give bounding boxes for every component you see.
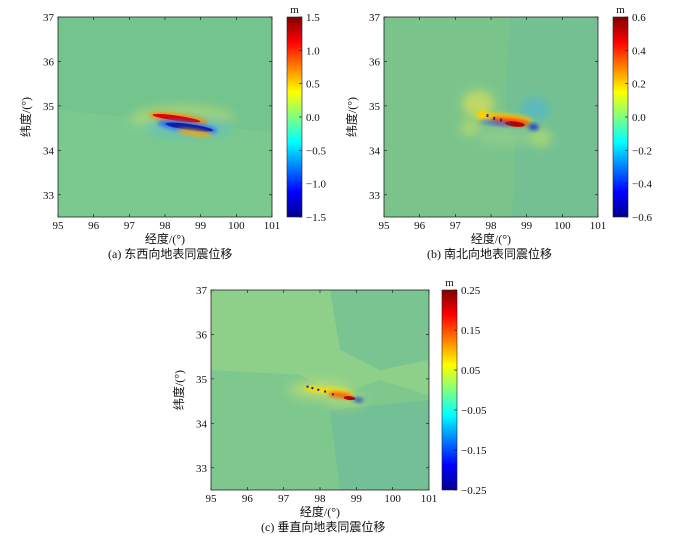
colorbar-tick-label: 0.2 <box>632 79 646 91</box>
panel-b-heatmap <box>384 17 598 217</box>
x-tick-label: 98 <box>160 220 172 232</box>
y-tick-label: 35 <box>43 101 55 113</box>
panel-c-colorbar: 0.25 0.15 0.05 −0.05 −0.15 −0.25 m <box>441 277 487 497</box>
x-tick-label: 100 <box>228 220 245 232</box>
colorbar-tick-label: −0.05 <box>461 405 487 417</box>
x-tick-label: 99 <box>521 220 533 232</box>
colorbar-tick-label: 0.0 <box>306 112 320 124</box>
y-axis-label: 纬度/(°) <box>344 97 359 137</box>
panel-c-heatmap <box>211 290 429 490</box>
colorbar-tick-label: 0.5 <box>306 79 320 91</box>
x-tick-label: 99 <box>351 493 363 505</box>
colorbar-tick-label: 0.4 <box>632 45 646 57</box>
x-tick-label: 101 <box>590 220 607 232</box>
x-tick-label: 100 <box>554 220 571 232</box>
x-tick-label: 98 <box>315 493 327 505</box>
panel-a-colorbar: 1.5 1.0 0.5 0.0 −0.5 −1.0 −1.5 m <box>286 4 326 224</box>
panel-a-caption: (a) 东西向地表同震位移 <box>108 247 233 261</box>
panel-b-axes: 95 96 97 98 99 100 101 33 34 35 36 37 经度/(°) 纬度/(°) <box>344 12 606 246</box>
x-tick-label: 99 <box>195 220 207 232</box>
panel-c-axes: 95 96 97 98 99 100 101 33 34 35 36 37 经度/(°) 纬度/(°) <box>171 285 437 519</box>
y-tick-label: 37 <box>369 12 381 24</box>
colorbar-tick-label: −1.0 <box>306 179 326 191</box>
y-tick-label: 33 <box>369 190 381 202</box>
colorbar-unit-label: m <box>290 4 299 16</box>
x-tick-label: 97 <box>278 493 290 505</box>
colorbar-tick-label: −0.6 <box>632 212 652 224</box>
y-tick-label: 37 <box>196 285 208 297</box>
x-tick-label: 100 <box>384 493 401 505</box>
y-tick-label: 34 <box>196 418 208 430</box>
panel-c-vertical: 95 96 97 98 99 100 101 33 34 35 36 37 经度/(°) 纬度/(°) 0… <box>171 277 487 519</box>
colorbar-tick-label: −0.25 <box>461 485 487 497</box>
colorbar-tick-label: 1.5 <box>306 12 320 24</box>
x-tick-label: 101 <box>264 220 281 232</box>
colorbar-unit-label: m <box>616 4 625 16</box>
colorbar-tick-label: 0.15 <box>461 325 481 337</box>
x-tick-label: 95 <box>379 220 391 232</box>
panel-b-colorbar: 0.6 0.4 0.2 0.0 −0.2 −0.4 −0.6 m <box>612 4 652 224</box>
x-axis-label: 经度/(°) <box>300 504 340 519</box>
colorbar-tick-label: 0.05 <box>461 365 481 377</box>
panel-b-north-south: 95 96 97 98 99 100 101 33 34 35 36 37 经度/(°) 纬度/(°) 0… <box>344 4 652 246</box>
colorbar-tick-label: −0.15 <box>461 445 487 457</box>
colorbar-tick-label: −1.5 <box>306 212 326 224</box>
y-tick-label: 33 <box>43 190 55 202</box>
colorbar-tick-label: −0.4 <box>632 179 652 191</box>
colorbar-tick-label: −0.5 <box>306 145 326 157</box>
y-tick-label: 37 <box>43 12 55 24</box>
x-tick-label: 96 <box>414 220 426 232</box>
x-tick-label: 98 <box>486 220 498 232</box>
x-tick-label: 96 <box>88 220 100 232</box>
colorbar-tick-label: 0.25 <box>461 285 481 297</box>
y-tick-label: 33 <box>196 463 208 475</box>
y-tick-label: 34 <box>43 145 55 157</box>
panel-c-caption: (c) 垂直向地表同震位移 <box>261 520 386 534</box>
x-tick-label: 96 <box>242 493 254 505</box>
x-tick-label: 97 <box>124 220 136 232</box>
y-tick-label: 36 <box>369 56 381 68</box>
panel-a-heatmap <box>58 17 272 217</box>
x-tick-label: 95 <box>206 493 218 505</box>
y-tick-label: 36 <box>196 329 208 341</box>
colorbar-tick-label: 1.0 <box>306 45 320 57</box>
colorbar-unit-label: m <box>445 277 454 289</box>
x-tick-label: 97 <box>450 220 462 232</box>
x-axis-label: 经度/(°) <box>145 231 185 246</box>
y-tick-label: 34 <box>369 145 381 157</box>
panel-a-east-west: 95 96 97 98 99 100 101 33 34 35 36 37 经度/(°) 纬度/(°) 1… <box>18 4 326 246</box>
x-axis-label: 经度/(°) <box>471 231 511 246</box>
x-tick-label: 101 <box>421 493 438 505</box>
colorbar-tick-label: 0.0 <box>632 112 646 124</box>
y-axis-label: 纬度/(°) <box>171 370 186 410</box>
y-tick-label: 35 <box>196 374 208 386</box>
y-tick-label: 36 <box>43 56 55 68</box>
y-axis-label: 纬度/(°) <box>18 97 33 137</box>
colorbar-tick-label: 0.6 <box>632 12 646 24</box>
x-tick-label: 95 <box>53 220 65 232</box>
panel-a-axes: 95 96 97 98 99 100 101 33 34 35 36 37 经度/(°) 纬度/(°) <box>18 12 280 246</box>
panel-b-caption: (b) 南北向地表同震位移 <box>427 247 552 261</box>
colorbar-tick-label: −0.2 <box>632 145 652 157</box>
y-tick-label: 35 <box>369 101 381 113</box>
